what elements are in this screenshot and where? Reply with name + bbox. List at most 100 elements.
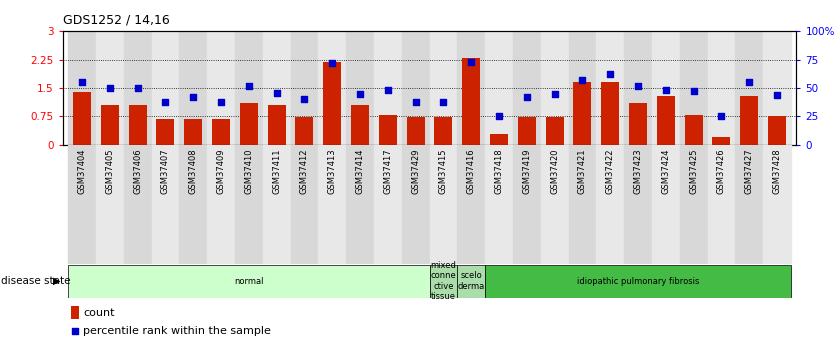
Bar: [457, 31, 485, 145]
FancyBboxPatch shape: [430, 265, 457, 298]
Bar: [569, 31, 596, 145]
Bar: [741, 96, 758, 145]
Bar: [490, 134, 508, 145]
Bar: [379, 115, 397, 145]
FancyBboxPatch shape: [485, 265, 791, 298]
Point: [548, 91, 561, 97]
Point: [289, 249, 303, 255]
Bar: [601, 82, 619, 145]
Point: [187, 94, 200, 100]
Text: GSM37413: GSM37413: [328, 148, 337, 194]
Bar: [763, 145, 791, 264]
Bar: [71, 306, 79, 319]
Bar: [545, 117, 564, 145]
Bar: [513, 31, 540, 145]
Bar: [290, 31, 319, 145]
Bar: [346, 31, 374, 145]
Bar: [629, 103, 647, 145]
Bar: [374, 145, 402, 264]
Text: GSM37425: GSM37425: [689, 148, 698, 194]
Text: ▶: ▶: [53, 276, 60, 286]
Bar: [319, 31, 346, 145]
Bar: [152, 31, 179, 145]
Bar: [179, 31, 207, 145]
Point: [214, 99, 228, 105]
Bar: [569, 145, 596, 264]
Bar: [346, 145, 374, 264]
Bar: [179, 145, 207, 264]
Bar: [263, 145, 290, 264]
Bar: [351, 105, 369, 145]
Bar: [768, 117, 786, 145]
Text: GSM37404: GSM37404: [78, 148, 87, 194]
Bar: [485, 31, 513, 145]
Bar: [268, 105, 285, 145]
Text: GSM37422: GSM37422: [605, 148, 615, 194]
Text: GSM37419: GSM37419: [522, 148, 531, 194]
Text: idiopathic pulmonary fibrosis: idiopathic pulmonary fibrosis: [577, 277, 699, 286]
Bar: [207, 31, 235, 145]
Text: GSM37407: GSM37407: [161, 148, 170, 194]
Bar: [73, 92, 91, 145]
Text: GSM37426: GSM37426: [717, 148, 726, 194]
Bar: [680, 31, 707, 145]
Text: GSM37421: GSM37421: [578, 148, 587, 194]
Point: [715, 114, 728, 119]
Text: GSM37428: GSM37428: [772, 148, 781, 194]
Point: [742, 80, 756, 85]
Point: [659, 88, 672, 93]
Text: GSM37420: GSM37420: [550, 148, 559, 194]
Point: [687, 89, 701, 94]
Text: GSM37423: GSM37423: [634, 148, 642, 194]
Text: GSM37418: GSM37418: [495, 148, 504, 194]
Point: [103, 85, 117, 91]
Point: [409, 99, 422, 105]
Bar: [235, 145, 263, 264]
Bar: [263, 31, 290, 145]
Point: [381, 88, 394, 93]
Bar: [240, 103, 258, 145]
Text: GSM37427: GSM37427: [745, 148, 754, 194]
Bar: [763, 31, 791, 145]
Bar: [235, 31, 263, 145]
Bar: [574, 82, 591, 145]
Bar: [652, 145, 680, 264]
Bar: [457, 145, 485, 264]
Text: disease state: disease state: [1, 276, 70, 286]
Point: [631, 83, 645, 88]
Text: GSM37416: GSM37416: [467, 148, 475, 194]
Bar: [680, 145, 707, 264]
Text: GSM37424: GSM37424: [661, 148, 671, 194]
Bar: [736, 31, 763, 145]
Bar: [407, 117, 425, 145]
Bar: [736, 145, 763, 264]
Text: GSM37429: GSM37429: [411, 148, 420, 194]
FancyBboxPatch shape: [68, 265, 430, 298]
Bar: [707, 145, 736, 264]
Point: [465, 59, 478, 65]
Bar: [624, 31, 652, 145]
Text: GSM37406: GSM37406: [133, 148, 142, 194]
Text: GSM37410: GSM37410: [244, 148, 254, 194]
Text: GSM37408: GSM37408: [188, 148, 198, 194]
Bar: [624, 145, 652, 264]
Bar: [652, 31, 680, 145]
Bar: [152, 145, 179, 264]
Point: [242, 83, 255, 88]
Bar: [596, 31, 624, 145]
Bar: [402, 145, 430, 264]
Point: [520, 94, 534, 100]
Text: scelo
derma: scelo derma: [458, 272, 485, 291]
Bar: [96, 145, 123, 264]
Text: GSM37412: GSM37412: [300, 148, 309, 194]
Bar: [518, 117, 535, 145]
Text: GDS1252 / 14,16: GDS1252 / 14,16: [63, 14, 169, 27]
Bar: [596, 145, 624, 264]
Bar: [123, 31, 152, 145]
Bar: [212, 119, 230, 145]
Bar: [540, 145, 569, 264]
Bar: [68, 31, 96, 145]
Bar: [513, 145, 540, 264]
Bar: [685, 115, 702, 145]
Point: [604, 71, 617, 77]
